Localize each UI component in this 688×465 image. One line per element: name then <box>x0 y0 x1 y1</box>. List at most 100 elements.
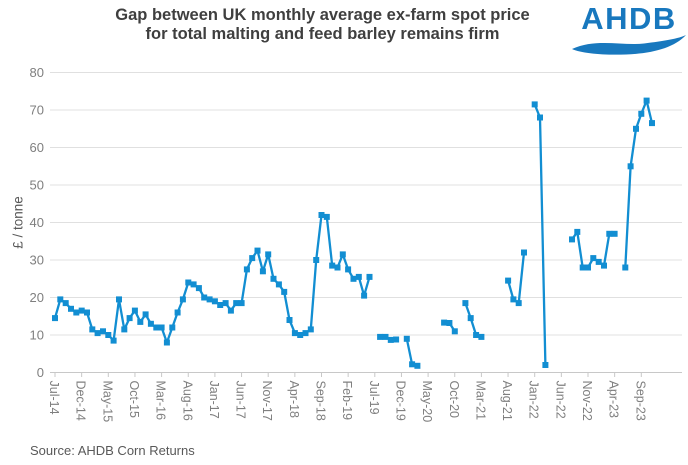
chart-title: Gap between UK monthly average ex-farm s… <box>15 6 630 44</box>
data-point-marker <box>521 249 527 256</box>
data-point-marker <box>174 309 181 316</box>
ahdb-logo: AHDB <box>572 1 686 56</box>
data-point-marker <box>243 266 250 273</box>
data-point-marker <box>307 326 314 333</box>
data-point-marker <box>222 300 229 307</box>
data-point-marker <box>382 333 389 340</box>
data-point-marker <box>377 333 384 340</box>
source-note: Source: AHDB Corn Returns <box>30 443 195 458</box>
x-tick-label: Sep-18 <box>314 381 328 421</box>
data-point-marker <box>579 264 586 271</box>
data-point-marker <box>233 300 240 307</box>
data-point-marker <box>467 315 474 322</box>
data-point-marker <box>57 296 64 303</box>
data-point-marker <box>462 300 469 307</box>
data-point-marker <box>265 251 272 258</box>
data-point-marker <box>297 332 304 338</box>
x-tick-label: Apr-18 <box>287 381 301 419</box>
y-axis-tick-labels: 0 10 20 30 40 50 60 70 80 <box>30 65 44 380</box>
data-point-marker <box>606 230 613 237</box>
data-point-marker <box>52 315 58 322</box>
data-point-marker <box>633 125 639 132</box>
x-tick-label: Oct-20 <box>447 381 461 419</box>
data-point-marker <box>286 317 293 323</box>
data-point-marker <box>105 332 112 338</box>
data-point-marker <box>121 326 128 333</box>
data-point-marker <box>537 114 543 121</box>
data-point-marker <box>446 320 453 326</box>
x-tick-label: Mar-21 <box>473 381 487 421</box>
line-segment <box>53 213 371 344</box>
data-point-marker <box>355 273 362 280</box>
x-tick-label: Dec-14 <box>74 381 88 421</box>
y-tick-label: 0 <box>37 365 44 380</box>
data-point-marker <box>110 337 117 344</box>
data-point-marker <box>622 264 629 271</box>
y-tick-label: 60 <box>30 140 44 155</box>
price-gap-line-series <box>52 97 655 369</box>
data-point-marker <box>73 309 80 316</box>
data-point-marker <box>339 251 346 258</box>
data-point-marker <box>350 275 357 282</box>
data-point-marker <box>142 311 149 318</box>
gridlines <box>50 72 682 373</box>
data-point-marker <box>158 324 165 331</box>
y-tick-label: 70 <box>30 103 44 118</box>
data-point-marker <box>259 268 266 275</box>
data-point-marker <box>611 230 618 237</box>
data-point-marker <box>505 277 512 284</box>
data-point-marker <box>323 213 330 220</box>
x-axis: Jul-14 Dec-14 May-15 Oct-15 Mar-16 Aug-16 Jan-… <box>47 372 647 423</box>
line-segment <box>624 99 654 268</box>
data-point-marker <box>531 101 538 108</box>
data-point-marker <box>270 275 277 282</box>
data-point-marker <box>201 294 208 301</box>
data-point-marker <box>153 324 160 331</box>
data-point-marker <box>195 285 202 292</box>
data-point-marker <box>313 257 320 263</box>
y-tick-label: 30 <box>30 253 44 268</box>
y-axis-title: £ / tonne <box>10 196 26 249</box>
data-point-marker <box>116 296 122 303</box>
data-point-marker <box>601 262 607 269</box>
chart-title-line1: Gap between UK monthly average ex-farm s… <box>115 6 530 24</box>
data-point-marker <box>569 236 575 243</box>
x-tick-label: Feb-19 <box>340 381 354 421</box>
y-tick-label: 10 <box>30 328 44 343</box>
data-point-marker <box>387 336 394 343</box>
data-point-marker <box>238 300 245 307</box>
x-tick-label: Aug-16 <box>180 381 194 421</box>
data-point-marker <box>515 300 522 307</box>
data-point-marker <box>510 296 517 303</box>
chart-title-line2: for total malting and feed barley remain… <box>145 25 500 43</box>
x-tick-label: Dec-19 <box>393 381 407 421</box>
data-point-marker <box>366 273 373 280</box>
data-point-marker <box>147 320 154 327</box>
data-point-marker <box>403 335 410 342</box>
x-tick-label: Sep-23 <box>633 381 647 421</box>
data-point-marker <box>478 333 485 340</box>
x-tick-label: Jul-14 <box>47 381 61 415</box>
data-point-marker <box>414 362 421 369</box>
data-point-marker <box>206 296 213 303</box>
y-tick-label: 80 <box>30 65 44 80</box>
data-point-marker <box>275 281 282 288</box>
data-point-marker <box>585 264 591 271</box>
data-point-marker <box>254 247 261 254</box>
data-point-marker <box>227 307 234 314</box>
data-point-marker <box>185 279 192 286</box>
data-point-marker <box>62 300 69 307</box>
data-point-marker <box>409 361 416 368</box>
data-point-marker <box>100 328 106 335</box>
data-point-marker <box>334 264 341 271</box>
x-tick-label: Aug-21 <box>500 381 514 421</box>
data-point-marker <box>137 318 144 325</box>
data-point-marker <box>126 315 133 322</box>
data-point-marker <box>574 228 581 235</box>
x-tick-label: May-15 <box>100 381 114 423</box>
data-point-marker <box>211 298 218 305</box>
x-tick-label: Jan-22 <box>527 381 541 419</box>
ahdb-logo-text: AHDB <box>581 1 677 36</box>
data-point-marker <box>94 330 101 337</box>
